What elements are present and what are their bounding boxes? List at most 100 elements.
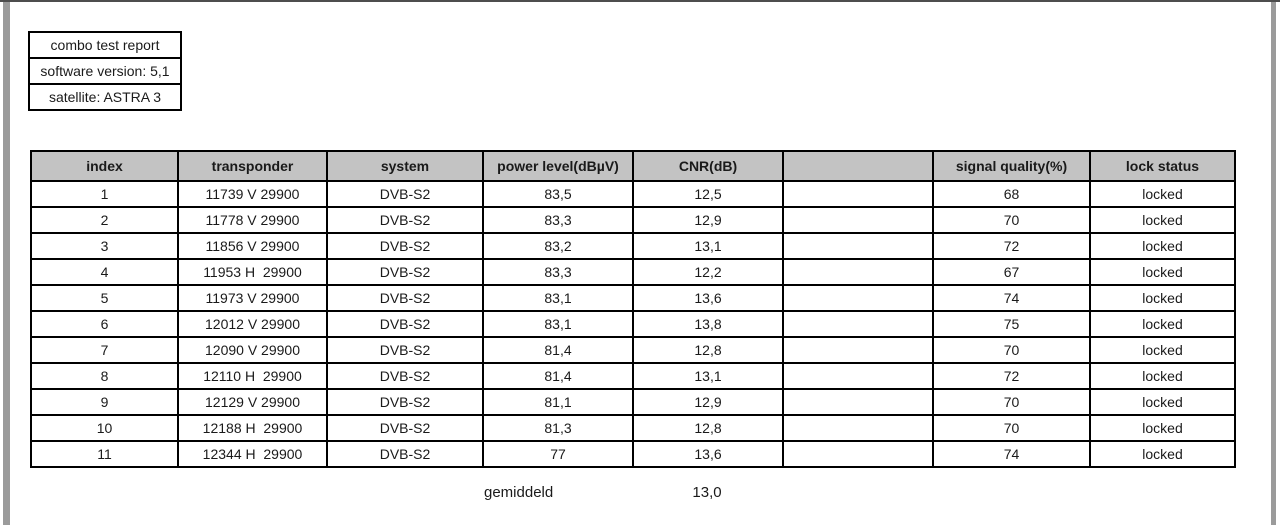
- table-cell: 83,3: [482, 258, 634, 286]
- header-cell-4: CNR(dB): [632, 150, 784, 182]
- table-cell: 70: [932, 414, 1091, 442]
- table-cell: 9: [30, 388, 179, 416]
- table-cell: locked: [1089, 388, 1236, 416]
- table-cell: locked: [1089, 362, 1236, 390]
- table-row: 2 11778 V 29900 DVB-S2 83,3 12,9 70 locked: [30, 206, 1236, 234]
- table-cell: 12012 V 29900: [177, 310, 328, 338]
- table-cell: 4: [30, 258, 179, 286]
- table-cell: locked: [1089, 258, 1236, 286]
- table-cell: 81,4: [482, 362, 634, 390]
- table-cell: 12188 H 29900: [177, 414, 328, 442]
- table-cell: 7: [30, 336, 179, 364]
- table-cell: 81,4: [482, 336, 634, 364]
- table-row: 4 11953 H 29900 DVB-S2 83,3 12,2 67 locked: [30, 258, 1236, 286]
- header-cell-7: lock status: [1089, 150, 1236, 182]
- table-cell: DVB-S2: [326, 206, 484, 234]
- table-cell: [782, 388, 934, 416]
- table-cell: [782, 414, 934, 442]
- report-satellite: satellite: ASTRA 3: [48, 89, 162, 105]
- table-cell: 67: [932, 258, 1091, 286]
- table-cell: 6: [30, 310, 179, 338]
- table-row: 11 12344 H 29900 DVB-S2 77 13,6 74 locked: [30, 440, 1236, 468]
- table-cell: [782, 180, 934, 208]
- table-cell: [782, 336, 934, 364]
- table-row: 8 12110 H 29900 DVB-S2 81,4 13,1 72 locked: [30, 362, 1236, 390]
- table-cell: 12344 H 29900: [177, 440, 328, 468]
- table-cell: [782, 232, 934, 260]
- table-cell: 11739 V 29900: [177, 180, 328, 208]
- table-cell: 12110 H 29900: [177, 362, 328, 390]
- table-cell: 11778 V 29900: [177, 206, 328, 234]
- table-cell: 70: [932, 336, 1091, 364]
- table-cell: locked: [1089, 284, 1236, 312]
- table-cell: 74: [932, 284, 1091, 312]
- window-top-border: [0, 0, 1280, 2]
- table-cell: 72: [932, 362, 1091, 390]
- header-cell-5: [782, 150, 934, 182]
- table-row: 1 11739 V 29900 DVB-S2 83,5 12,5 68 locked: [30, 180, 1236, 208]
- table-cell: 12,8: [632, 336, 784, 364]
- table-cell: 11953 H 29900: [177, 258, 328, 286]
- table-cell: [782, 258, 934, 286]
- table-body: 1 11739 V 29900 DVB-S2 83,5 12,5 68 locked 2 117…: [30, 180, 1236, 468]
- table-cell: [782, 206, 934, 234]
- summary-label: gemiddeld: [484, 484, 554, 501]
- table-cell: 70: [932, 388, 1091, 416]
- table-row: 9 12129 V 29900 DVB-S2 81,1 12,9 70 locked: [30, 388, 1236, 416]
- header-cell-3: power level(dBµV): [482, 150, 634, 182]
- page-margin-right: [1271, 2, 1276, 525]
- table-cell: locked: [1089, 310, 1236, 338]
- table-cell: DVB-S2: [326, 310, 484, 338]
- table-cell: 13,1: [632, 362, 784, 390]
- table-cell: 11856 V 29900: [177, 232, 328, 260]
- table-cell: [782, 310, 934, 338]
- table-cell: 12,8: [632, 414, 784, 442]
- table-cell: locked: [1089, 414, 1236, 442]
- header-cell-6: signal quality(%): [932, 150, 1091, 182]
- table-cell: 12,2: [632, 258, 784, 286]
- table-cell: 13,1: [632, 232, 784, 260]
- table-cell: DVB-S2: [326, 440, 484, 468]
- table-cell: DVB-S2: [326, 336, 484, 364]
- table-cell: locked: [1089, 206, 1236, 234]
- header-cell-0: index: [30, 150, 179, 182]
- table-cell: 12,5: [632, 180, 784, 208]
- table-cell: 77: [482, 440, 634, 468]
- table-cell: DVB-S2: [326, 180, 484, 208]
- report-info-box: combo test report software version: 5,1 …: [28, 31, 182, 111]
- page-margin-left: [3, 2, 10, 525]
- table-cell: DVB-S2: [326, 284, 484, 312]
- table-cell: 10: [30, 414, 179, 442]
- table-cell: 12,9: [632, 206, 784, 234]
- transponder-table: index transponder system power level(dBµV) C…: [30, 150, 1236, 468]
- table-cell: DVB-S2: [326, 232, 484, 260]
- table-cell: 11: [30, 440, 179, 468]
- table-cell: DVB-S2: [326, 414, 484, 442]
- table-header-row: index transponder system power level(dBµV) C…: [30, 150, 1236, 182]
- table-cell: 74: [932, 440, 1091, 468]
- table-cell: 13,6: [632, 440, 784, 468]
- table-cell: 13,8: [632, 310, 784, 338]
- table-cell: 83,1: [482, 284, 634, 312]
- table-cell: [782, 440, 934, 468]
- table-cell: locked: [1089, 180, 1236, 208]
- table-cell: locked: [1089, 440, 1236, 468]
- summary-row: gemiddeld 13,0: [482, 480, 782, 506]
- table-row: 3 11856 V 29900 DVB-S2 83,2 13,1 72 locked: [30, 232, 1236, 260]
- table-cell: 8: [30, 362, 179, 390]
- table-row: 10 12188 H 29900 DVB-S2 81,3 12,8 70 locked: [30, 414, 1236, 442]
- table-row: 5 11973 V 29900 DVB-S2 83,1 13,6 74 locked: [30, 284, 1236, 312]
- table-cell: 2: [30, 206, 179, 234]
- table-cell: locked: [1089, 336, 1236, 364]
- table-cell: 83,5: [482, 180, 634, 208]
- table-cell: 70: [932, 206, 1091, 234]
- table-cell: 12090 V 29900: [177, 336, 328, 364]
- table-cell: DVB-S2: [326, 388, 484, 416]
- table-cell: 75: [932, 310, 1091, 338]
- table-cell: 81,1: [482, 388, 634, 416]
- table-cell: 12,9: [632, 388, 784, 416]
- table-cell: locked: [1089, 232, 1236, 260]
- table-cell: 11973 V 29900: [177, 284, 328, 312]
- table-cell: 3: [30, 232, 179, 260]
- table-cell: 13,6: [632, 284, 784, 312]
